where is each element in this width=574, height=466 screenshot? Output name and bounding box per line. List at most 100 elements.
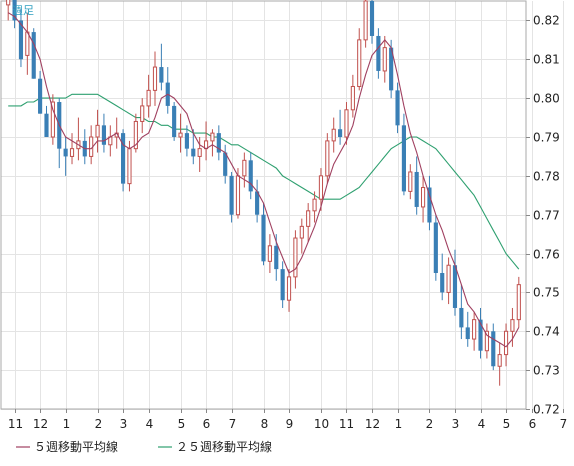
candle-body-down <box>369 1 375 36</box>
y-tick-label: 0.74 <box>533 325 560 339</box>
candle-body-up <box>286 276 292 301</box>
candle-body-up <box>472 319 477 340</box>
candle-body-up <box>127 148 132 185</box>
candle-body-up <box>306 210 311 227</box>
candle-body-up <box>235 175 241 216</box>
candle-body-up <box>197 148 202 157</box>
candle-body-down <box>452 265 458 308</box>
x-tick-label: 2 <box>426 417 434 431</box>
candle-body-down <box>440 273 445 293</box>
candle-body-down <box>191 148 196 157</box>
candle-body-down <box>172 105 177 137</box>
candle-body-down <box>491 331 496 367</box>
candle-body-up <box>510 319 515 332</box>
candle-body-up <box>6 0 11 6</box>
x-tick-label: 8 <box>261 417 269 431</box>
x-tick-label: 5 <box>178 417 186 431</box>
candle-body-down <box>101 125 107 145</box>
candle-body-down <box>121 133 126 184</box>
candle-body-up <box>344 109 349 138</box>
candle-body-up <box>516 284 521 321</box>
candle-body-down <box>338 129 343 137</box>
x-tick-label: 6 <box>529 417 537 431</box>
candle-body-down <box>63 148 68 157</box>
candle-body-up <box>312 198 317 212</box>
x-tick-label: 7 <box>229 417 237 431</box>
x-tick-label: 2 <box>95 417 103 431</box>
x-tick-label: 11 <box>339 417 354 431</box>
candle-body-down <box>274 245 279 270</box>
candle-body-up <box>363 0 368 41</box>
candle-body-up <box>140 105 145 122</box>
candle-body-down <box>459 307 464 328</box>
candle-body-down <box>433 222 438 273</box>
candle-body-down <box>395 90 400 126</box>
candle-body-up <box>408 171 413 192</box>
candle-body-down <box>427 187 432 223</box>
legend-ma25-label: ２５週移動平均線 <box>176 439 272 454</box>
y-tick-label: 0.80 <box>533 92 560 106</box>
x-tick-label: 4 <box>478 417 486 431</box>
y-tick-label: 0.79 <box>533 131 560 145</box>
candle-body-down <box>38 78 43 114</box>
x-tick-label: 3 <box>452 417 460 431</box>
y-tick-label: 0.72 <box>533 403 560 417</box>
candle-body-up <box>503 330 509 356</box>
x-tick-label: 12 <box>33 417 48 431</box>
legend: ５週移動平均線 ２５週移動平均線 <box>16 439 272 454</box>
candle-body-up <box>497 354 502 367</box>
candle-body-down <box>261 214 266 262</box>
candle-body-up <box>446 264 451 293</box>
x-tick-label: 9 <box>286 417 294 431</box>
candle-body-down <box>280 269 285 301</box>
candle-body-down <box>465 327 470 340</box>
candle-body-up <box>299 225 304 239</box>
x-tick-label: 6 <box>203 417 211 431</box>
x-tick-label: 1 <box>63 417 71 431</box>
candle-body-down <box>184 133 189 149</box>
x-tick-label: 7 <box>560 417 568 431</box>
candle-body-down <box>216 133 221 153</box>
candle-body-up <box>133 120 138 150</box>
candle-body-up <box>242 159 247 177</box>
candle-body-up <box>318 175 324 200</box>
y-tick-label: 0.82 <box>533 14 560 28</box>
ma5-line <box>7 12 520 348</box>
candle-body-up <box>146 89 151 107</box>
candle-body-up <box>267 245 272 262</box>
candle-body-down <box>44 113 49 137</box>
y-tick-label: 0.78 <box>533 170 560 184</box>
x-tick-label: 4 <box>146 417 154 431</box>
candle-body-up <box>357 39 362 87</box>
y-tick-label: 0.77 <box>533 209 560 223</box>
y-tick-label: 0.73 <box>533 364 560 378</box>
plot-area <box>0 0 527 410</box>
x-tick-label: 5 <box>503 417 511 431</box>
candle-body-up <box>152 66 158 91</box>
candle-body-down <box>414 171 419 207</box>
x-axis: 11 12 1 2 3 4 5 6 7 8 9 10 11 12 1 2 3 4 5 6 7 <box>8 409 567 431</box>
candle-body-down <box>12 0 17 21</box>
candle-body-up <box>95 124 100 138</box>
candle-body-up <box>210 132 215 142</box>
candle-body-down <box>389 47 394 91</box>
x-tick-label: 10 <box>314 417 329 431</box>
candle-body-up <box>25 31 30 56</box>
candle-body-down <box>31 32 36 79</box>
y-tick-label: 0.75 <box>533 286 560 300</box>
legend-ma5-label: ５週移動平均線 <box>34 439 118 454</box>
candle-body-up <box>178 132 183 138</box>
candle-body-up <box>382 47 387 72</box>
candle-body-down <box>255 191 260 215</box>
y-axis: 0.72 0.73 0.74 0.75 0.76 0.77 0.78 0.79 0.80 0.81… <box>526 14 560 417</box>
candle-body-up <box>350 85 355 111</box>
ma25-layer <box>8 93 520 270</box>
candle-body-up <box>420 187 426 208</box>
candle-body-down <box>248 160 253 192</box>
candle-body-up <box>331 128 336 142</box>
candle-body-down <box>159 67 164 83</box>
candle-body-down <box>229 175 234 215</box>
